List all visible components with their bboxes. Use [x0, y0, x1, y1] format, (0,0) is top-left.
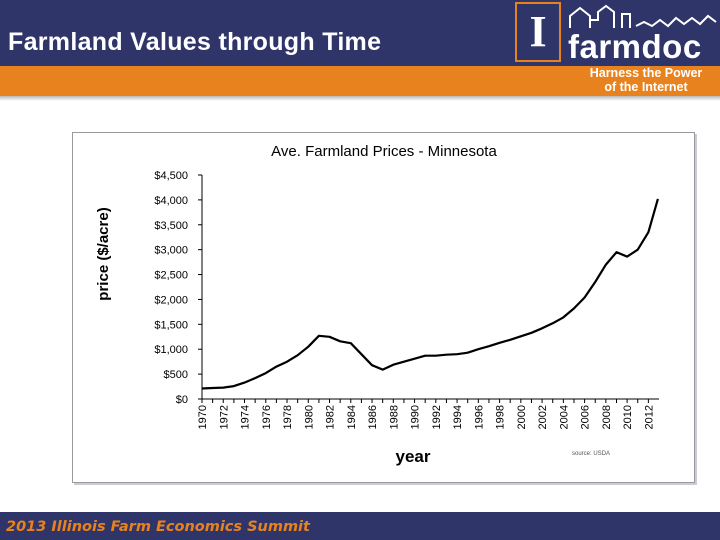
- y-tick-label: $1,000: [154, 344, 188, 356]
- page-title: Farmland Values through Time: [8, 28, 382, 56]
- ticks: $0 $500 $1,000 $1,500 $2,000 $2,500 $3,000 $3,5…: [154, 170, 655, 429]
- x-tick-label: 1970: [197, 405, 209, 429]
- y-axis-label: price ($/acre): [95, 207, 112, 300]
- series-line: [201, 198, 659, 390]
- x-tick-label: 1978: [282, 405, 294, 429]
- axes: [201, 175, 659, 400]
- tagline: Harness the Power of the Internet: [572, 66, 720, 94]
- footer-text: 2013 Illinois Farm Economics Summit: [6, 519, 310, 535]
- x-tick-label: 1996: [473, 405, 485, 429]
- y-tick-label: $2,000: [154, 294, 188, 306]
- y-tick-label: $3,500: [154, 220, 188, 232]
- x-tick-label: 2002: [537, 405, 549, 429]
- tagline-line: Harness the Power: [589, 66, 703, 80]
- x-tick-label: 2010: [622, 405, 634, 429]
- y-tick-label: $1,500: [154, 319, 188, 331]
- x-tick-label: 1988: [388, 405, 400, 429]
- farmdoc-logo: farmdoc: [568, 28, 702, 65]
- y-tick-label: $4,500: [154, 170, 188, 182]
- x-tick-label: 1998: [495, 405, 507, 429]
- y-tick-label: $4,000: [154, 195, 188, 207]
- footer-bar: 2013 Illinois Farm Economics Summit: [0, 512, 720, 540]
- x-tick-label: 1990: [410, 405, 422, 429]
- x-tick-label: 2004: [558, 405, 570, 429]
- x-tick-label: 1984: [346, 405, 358, 429]
- x-tick-label: 1986: [367, 405, 379, 429]
- chart: Ave. Farmland Prices - Minnesota price (…: [95, 143, 659, 466]
- barn-silhouette-icon: [569, 4, 717, 28]
- y-tick-label: $2,500: [154, 270, 188, 282]
- x-axis-label: year: [396, 447, 431, 466]
- x-tick-label: 2008: [601, 405, 613, 429]
- y-tick-label: $3,000: [154, 245, 188, 257]
- illinois-logo-icon: I: [515, 2, 561, 62]
- x-tick-label: 1972: [218, 405, 230, 429]
- x-tick-label: 2000: [516, 405, 528, 429]
- header-bar: Farmland Values through Time I farmdoc: [0, 0, 720, 66]
- chart-title: Ave. Farmland Prices - Minnesota: [271, 143, 497, 160]
- accent-bar: Harness the Power of the Internet: [0, 66, 720, 96]
- header-shadow: [0, 96, 720, 101]
- x-tick-label: 1992: [431, 405, 443, 429]
- chart-frame: Ave. Farmland Prices - Minnesota price (…: [72, 132, 695, 483]
- y-tick-label: $500: [164, 369, 188, 381]
- x-tick-label: 2012: [643, 405, 655, 429]
- x-tick-label: 2006: [580, 405, 592, 429]
- x-tick-label: 1982: [325, 405, 337, 429]
- y-tick-label: $0: [176, 394, 188, 406]
- x-tick-label: 1974: [240, 405, 252, 429]
- source-note: source: USDA: [572, 451, 610, 457]
- x-tick-label: 1994: [452, 405, 464, 429]
- x-tick-label: 1976: [261, 405, 273, 429]
- x-tick-label: 1980: [303, 405, 315, 429]
- tagline-line: of the Internet: [604, 80, 688, 94]
